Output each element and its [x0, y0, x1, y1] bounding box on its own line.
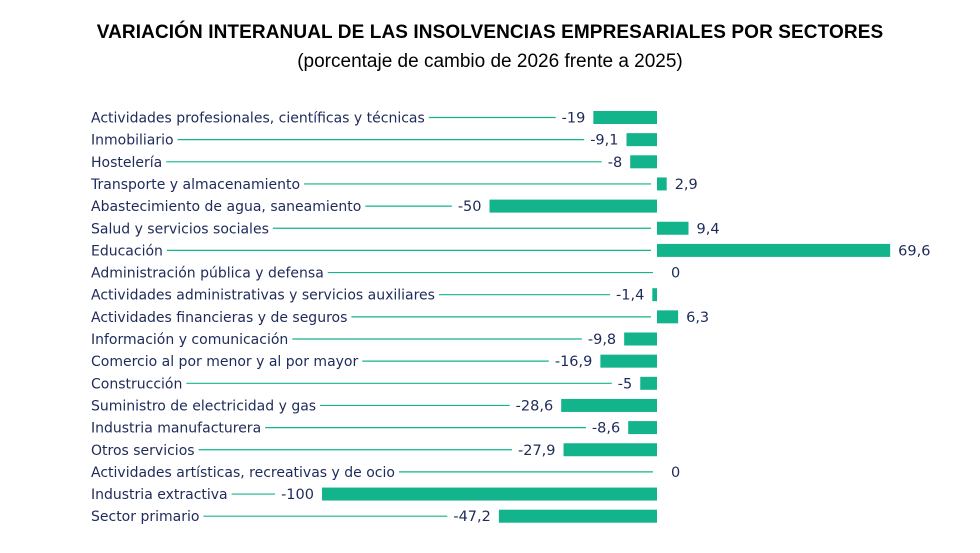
value-label: -27,9	[518, 443, 556, 459]
bar-row: Suministro de electricidad y gas -28,6	[91, 398, 657, 414]
bar	[322, 487, 657, 501]
category-label: Educación	[91, 243, 163, 259]
bar	[593, 111, 657, 124]
bar-row: Educación 69,6	[91, 243, 930, 259]
category-label: Actividades administrativas y servicios …	[91, 288, 435, 304]
value-label: -9,8	[588, 332, 616, 348]
chart-title: VARIACIÓN INTERANUAL DE LAS INSOLVENCIAS…	[96, 22, 884, 43]
value-label: -19	[562, 111, 586, 127]
bar-row: Transporte y almacenamiento 2,9	[90, 177, 698, 193]
value-label: 9,4	[696, 221, 719, 237]
value-label: -100	[281, 487, 314, 503]
category-label: Actividades artísticas, recreativas y de…	[91, 465, 395, 481]
bar	[624, 332, 657, 346]
value-label: 0	[671, 266, 680, 282]
bar-row: Inmobiliario -9,1	[91, 133, 657, 149]
category-label: Inmobiliario	[91, 133, 174, 149]
value-label: -16,9	[555, 354, 593, 370]
value-label: 0	[671, 465, 680, 481]
bar-row: Comercio al por menor y al por mayor -16,…	[91, 354, 657, 370]
category-label: Comercio al por menor y al por mayor	[91, 354, 358, 370]
value-label: 6,3	[686, 310, 709, 326]
bar	[630, 155, 657, 169]
bar	[628, 421, 657, 435]
category-label: Industria manufacturera	[91, 421, 261, 437]
value-label: -9,1	[590, 133, 618, 149]
bar	[657, 243, 891, 257]
value-label: -50	[458, 199, 482, 215]
category-label: Transporte y almacenamiento	[90, 177, 300, 193]
category-label: Abastecimiento de agua, saneamiento	[91, 199, 361, 215]
category-label: Suministro de electricidad y gas	[91, 398, 316, 414]
bar-row: Otros servicios -27,9	[91, 443, 657, 459]
bar-row: Abastecimiento de agua, saneamiento -50	[91, 199, 657, 215]
bar-row: Actividades artísticas, recreativas y de…	[91, 465, 680, 481]
bar-row: Actividades administrativas y servicios …	[91, 288, 657, 304]
value-label: -8	[608, 155, 622, 171]
bar-row: Actividades profesionales, científicas y…	[91, 111, 657, 127]
value-label: -28,6	[516, 398, 554, 414]
category-label: Administración pública y defensa	[91, 266, 324, 282]
bar-row: Construcción -5	[91, 376, 657, 392]
category-label: Actividades profesionales, científicas y…	[91, 111, 425, 127]
bar	[640, 376, 657, 390]
value-label: 2,9	[675, 177, 698, 193]
bar-row: Administración pública y defensa 0	[91, 266, 680, 282]
bar	[626, 133, 657, 147]
category-label: Salud y servicios sociales	[91, 221, 269, 237]
bar	[489, 199, 657, 213]
category-label: Información y comunicación	[91, 332, 288, 348]
value-label: -5	[618, 376, 632, 392]
category-label: Otros servicios	[91, 443, 195, 459]
value-label: 69,6	[898, 243, 930, 259]
bar	[561, 398, 657, 412]
bar	[657, 177, 667, 191]
bar	[652, 288, 657, 302]
bar	[563, 443, 657, 457]
bar	[657, 310, 679, 324]
bar-row: Información y comunicación -9,8	[91, 332, 657, 348]
category-label: Hostelería	[91, 155, 162, 171]
bar	[657, 221, 689, 235]
category-label: Industria extractiva	[91, 487, 228, 503]
chart-subtitle: (porcentaje de cambio de 2026 frente a 2…	[297, 51, 683, 72]
bar-row: Industria extractiva -100	[91, 487, 657, 503]
category-label: Actividades financieras y de seguros	[91, 310, 347, 326]
bar-row: Industria manufacturera -8,6	[91, 421, 657, 437]
bar-row: Actividades financieras y de seguros 6,3	[91, 310, 709, 326]
bar-row: Salud y servicios sociales 9,4	[91, 221, 720, 237]
bar	[498, 509, 657, 523]
category-label: Construcción	[91, 376, 182, 392]
bar-row: Hostelería -8	[91, 155, 657, 171]
value-label: -47,2	[453, 509, 491, 525]
bar	[600, 354, 657, 368]
value-label: -8,6	[592, 421, 620, 437]
value-label: -1,4	[616, 288, 644, 304]
bar-row: Sector primario -47,2	[91, 509, 657, 525]
category-label: Sector primario	[91, 509, 199, 525]
